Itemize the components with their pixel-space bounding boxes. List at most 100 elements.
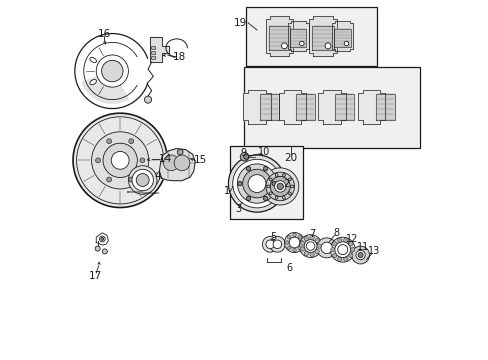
Circle shape [246, 167, 250, 171]
Circle shape [325, 43, 330, 49]
Circle shape [300, 241, 303, 244]
Text: 9: 9 [240, 148, 246, 158]
Text: 7: 7 [308, 229, 315, 239]
Circle shape [265, 240, 274, 249]
Circle shape [330, 248, 334, 252]
Ellipse shape [275, 196, 277, 199]
Circle shape [300, 247, 304, 251]
Circle shape [177, 149, 183, 155]
Text: 18: 18 [172, 53, 186, 63]
Circle shape [350, 248, 354, 252]
Circle shape [304, 237, 308, 241]
Circle shape [132, 169, 153, 191]
Circle shape [237, 164, 276, 203]
Circle shape [91, 132, 148, 189]
Text: 16: 16 [98, 28, 111, 39]
Circle shape [96, 55, 128, 87]
Bar [151, 46, 155, 49]
Text: 11: 11 [356, 242, 368, 252]
Polygon shape [334, 28, 350, 46]
Polygon shape [268, 26, 290, 50]
Circle shape [269, 237, 285, 252]
Circle shape [276, 183, 283, 190]
Bar [244, 67, 419, 148]
Circle shape [128, 139, 134, 144]
Polygon shape [279, 90, 306, 124]
Bar [230, 146, 303, 219]
Circle shape [329, 237, 354, 262]
Circle shape [292, 248, 296, 252]
Bar [151, 51, 155, 54]
Circle shape [320, 242, 332, 253]
Polygon shape [331, 21, 352, 51]
Circle shape [334, 242, 350, 257]
Circle shape [144, 96, 151, 103]
Polygon shape [82, 71, 128, 103]
Text: 10: 10 [258, 147, 270, 157]
Text: 3: 3 [235, 204, 241, 214]
Text: 5: 5 [270, 232, 276, 242]
Text: 12: 12 [345, 234, 357, 244]
Ellipse shape [287, 178, 291, 181]
Circle shape [343, 257, 347, 261]
Circle shape [163, 155, 179, 171]
Polygon shape [334, 94, 353, 120]
Text: 2: 2 [283, 179, 289, 189]
Circle shape [240, 153, 248, 161]
Ellipse shape [90, 57, 96, 63]
Circle shape [299, 41, 304, 46]
Circle shape [304, 240, 316, 252]
Circle shape [316, 238, 336, 258]
Circle shape [102, 60, 123, 82]
Circle shape [270, 176, 290, 197]
Text: 14: 14 [158, 154, 171, 164]
Circle shape [247, 175, 265, 193]
Polygon shape [318, 90, 345, 124]
Polygon shape [312, 26, 333, 50]
Circle shape [287, 246, 290, 249]
Circle shape [128, 177, 134, 182]
Circle shape [351, 246, 369, 264]
Ellipse shape [275, 174, 277, 177]
Circle shape [332, 253, 336, 258]
Polygon shape [149, 37, 169, 62]
Polygon shape [375, 94, 394, 120]
Circle shape [244, 154, 248, 159]
Text: 13: 13 [367, 247, 379, 256]
Circle shape [287, 235, 290, 239]
Circle shape [242, 169, 271, 198]
Circle shape [316, 244, 321, 248]
Polygon shape [295, 94, 314, 120]
Circle shape [140, 158, 144, 163]
Circle shape [281, 43, 287, 49]
Circle shape [285, 241, 288, 244]
Circle shape [337, 257, 341, 261]
Ellipse shape [268, 192, 272, 195]
Circle shape [337, 238, 341, 242]
Circle shape [103, 143, 137, 177]
Polygon shape [260, 94, 278, 120]
Text: 6: 6 [286, 262, 292, 273]
Ellipse shape [282, 174, 285, 177]
Circle shape [348, 242, 352, 246]
Text: 8: 8 [333, 228, 339, 238]
Circle shape [309, 235, 314, 240]
Polygon shape [309, 17, 336, 56]
Circle shape [111, 152, 129, 169]
Circle shape [73, 113, 167, 207]
Circle shape [300, 241, 304, 245]
Circle shape [102, 249, 107, 254]
Text: 19: 19 [234, 18, 247, 28]
Circle shape [272, 240, 281, 249]
Circle shape [265, 172, 294, 201]
Circle shape [343, 238, 347, 242]
Ellipse shape [90, 80, 96, 85]
Polygon shape [289, 28, 305, 46]
Bar [246, 7, 376, 66]
Circle shape [95, 246, 100, 251]
Circle shape [337, 245, 347, 255]
Circle shape [262, 237, 278, 252]
Circle shape [228, 155, 285, 212]
Text: 17: 17 [88, 271, 102, 282]
Text: 20: 20 [284, 153, 297, 163]
